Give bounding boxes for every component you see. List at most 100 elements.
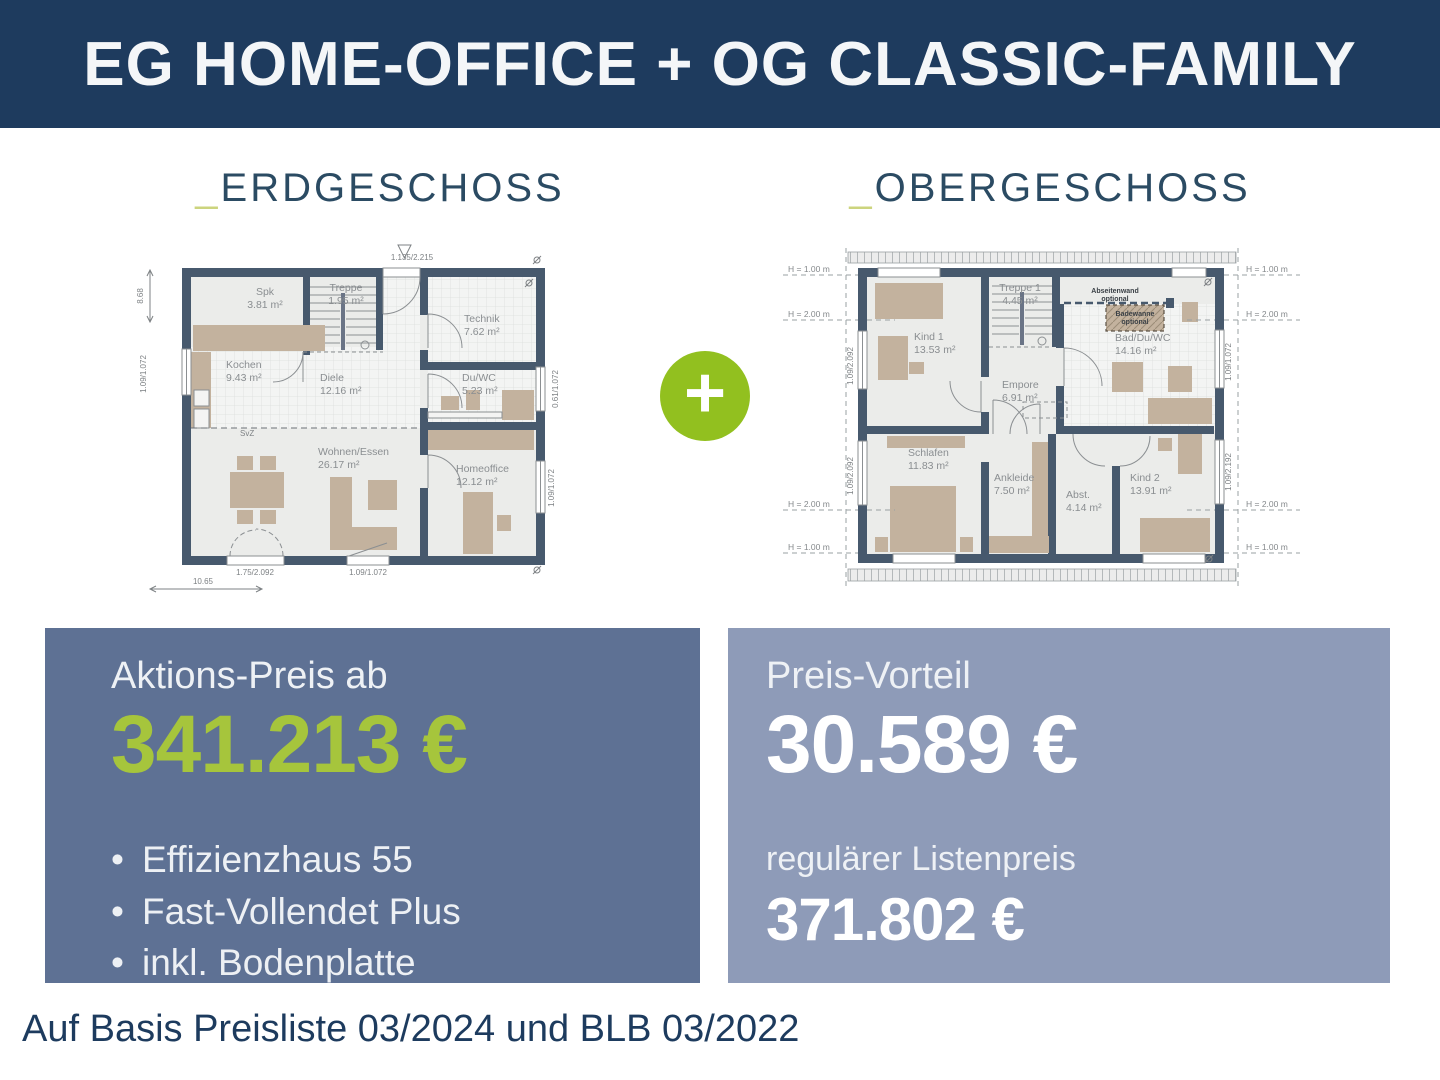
eg-appliances bbox=[193, 389, 503, 429]
eg-heading-underscore: _ bbox=[195, 166, 221, 210]
eg-wc bbox=[441, 396, 459, 410]
og-schlafen-wardrobe bbox=[887, 436, 965, 448]
og-treppe1-area: 4.45 m² bbox=[1002, 295, 1038, 307]
og-abst-area: 4.14 m² bbox=[1066, 502, 1102, 514]
og-room-label-schlafen: Schlafen 11.83 m² bbox=[908, 447, 949, 472]
eg-tiles-kitchen-hall bbox=[191, 347, 420, 428]
eg-entry-door bbox=[382, 276, 421, 315]
price-basis-note: Auf Basis Preisliste 03/2024 und BLB 03/… bbox=[22, 1008, 800, 1050]
og-hlabel-left-4: H = 1.00 m bbox=[788, 542, 830, 552]
eg-room-label-homeoffice: Homeoffice 12.12 m² bbox=[456, 463, 509, 488]
eg-diele-name: Diele bbox=[320, 372, 344, 384]
eg-understair-door bbox=[272, 351, 304, 383]
header-banner: EG HOME-OFFICE + OG CLASSIC-FAMILY bbox=[0, 0, 1440, 128]
og-window-bottom-left bbox=[892, 553, 956, 564]
eg-room-label-spk: Spk 3.81 m² bbox=[247, 286, 283, 311]
eg-dim-window-kitchen: 1.09/1.072 bbox=[139, 355, 148, 393]
og-bad-door bbox=[1063, 347, 1103, 387]
action-price-value: 341.213 € bbox=[111, 698, 468, 790]
og-kind1-desk bbox=[878, 336, 908, 380]
og-kind1-area: 13.53 m² bbox=[914, 344, 956, 356]
eg-chair bbox=[260, 510, 276, 524]
advantage-price-value: 30.589 € bbox=[766, 698, 1078, 790]
eg-technik-name: Technik bbox=[464, 313, 500, 325]
og-ankleide-door bbox=[1009, 403, 1041, 435]
og-abseitenwand-line2: optional bbox=[1101, 296, 1128, 303]
eg-staircase bbox=[303, 286, 383, 353]
plus-icon: + bbox=[660, 351, 750, 441]
og-kind2-bed bbox=[1140, 518, 1210, 552]
eg-sink bbox=[466, 390, 480, 410]
eg-spk-area: 3.81 m² bbox=[247, 299, 283, 311]
eg-treppe-area: 1.95 m² bbox=[328, 295, 364, 307]
og-room-label-bad: Bad/Du/WC 14.16 m² bbox=[1115, 332, 1171, 357]
eg-tiles-entry bbox=[383, 277, 420, 428]
eg-terrace-threshold2 bbox=[346, 555, 390, 566]
og-roof-band-top bbox=[847, 251, 1237, 264]
eg-room-label-kochen: Kochen 9.43 m² bbox=[226, 359, 262, 384]
og-window-top-left bbox=[877, 267, 941, 278]
erdgeschoss-floorplan: Spk 3.81 m² Treppe 1.95 m² Technik 7.62 m² … bbox=[136, 244, 560, 593]
og-window-bottom-right bbox=[1142, 553, 1206, 564]
eg-dim-entry-door: 1.135/2.215 bbox=[391, 253, 434, 262]
og-room-label-abst: Abst. 4.14 m² bbox=[1066, 489, 1102, 514]
og-schlafen-name: Schlafen bbox=[908, 447, 949, 459]
og-dim-window-right-top: 1.09/1.072 bbox=[1224, 343, 1233, 381]
list-price-value: 371.802 € bbox=[766, 885, 1025, 953]
eg-room-label-technik: Technik 7.62 m² bbox=[464, 313, 500, 338]
eg-dim-door-terrace-center: 1.09/1.072 bbox=[349, 568, 387, 577]
eg-entry-threshold bbox=[382, 267, 421, 278]
eg-homeoffice-area: 12.12 m² bbox=[456, 476, 498, 488]
og-room-label-kind2: Kind 2 13.91 m² bbox=[1130, 472, 1172, 497]
og-bad-shower bbox=[1112, 362, 1143, 392]
og-window-top-right bbox=[1171, 267, 1207, 278]
og-abseitenwand-label: Abseitenwand optional bbox=[1091, 288, 1138, 303]
og-hlabel-right-2: H = 2.00 m bbox=[1246, 309, 1288, 319]
og-kind2-area: 13.91 m² bbox=[1130, 485, 1172, 497]
og-heading-underscore: _ bbox=[849, 166, 875, 210]
og-roof-band-bottom bbox=[847, 568, 1237, 582]
eg-room-label-treppe: Treppe 1.95 m² bbox=[328, 282, 364, 307]
eg-room-label-duwc: Du/WC 5.23 m² bbox=[462, 372, 498, 397]
og-ankleide-wardrobe bbox=[1032, 442, 1048, 536]
eg-duwc-area: 5.23 m² bbox=[462, 385, 498, 397]
og-hlabel-left-2: H = 2.00 m bbox=[788, 309, 830, 319]
og-furniture bbox=[875, 283, 1212, 553]
og-bad-area: 14.16 m² bbox=[1115, 345, 1157, 357]
og-room-labels: Kind 1 13.53 m² Treppe 1 4.45 m² Bad/Du/WC… bbox=[908, 282, 1172, 514]
eg-dimension-labels: 8.68 1.09/1.072 1.135/2.215 0.61/1.072 1… bbox=[136, 253, 560, 586]
og-ankleide-name: Ankleide bbox=[994, 472, 1034, 484]
og-room-label-treppe1: Treppe 1 4.45 m² bbox=[999, 282, 1041, 307]
action-feature-list: Effizienzhaus 55 Fast-Vollendet Plus ink… bbox=[111, 834, 700, 989]
og-kind1-bed bbox=[875, 283, 943, 319]
plus-symbol: + bbox=[683, 353, 727, 433]
og-height-labels: H = 1.00 m H = 2.00 m H = 2.00 m H = 1.0… bbox=[788, 264, 1288, 552]
obergeschoss-heading: _OBERGESCHOSS bbox=[810, 166, 1290, 211]
eg-terrace-threshold bbox=[226, 555, 285, 566]
eg-kochen-name: Kochen bbox=[226, 359, 262, 371]
eg-dim-door-terrace-left: 1.75/2.092 bbox=[236, 568, 274, 577]
eg-room-label-diele: Diele 12.16 m² bbox=[320, 372, 362, 397]
eg-chair bbox=[260, 456, 276, 470]
og-windows bbox=[857, 267, 1225, 564]
eg-homeoffice-name: Homeoffice bbox=[456, 463, 509, 475]
eg-dimensions bbox=[146, 244, 542, 593]
eg-dim-total-width: 10.65 bbox=[193, 577, 214, 586]
eg-dim-window-homeoffice: 1.09/1.072 bbox=[547, 469, 556, 507]
og-badewanne-optional bbox=[1105, 304, 1165, 332]
og-hlabel-left-3: H = 2.00 m bbox=[788, 499, 830, 509]
eg-stair-newel bbox=[360, 340, 370, 350]
eg-spk-name: Spk bbox=[256, 286, 275, 298]
eg-spk-shelf bbox=[193, 325, 325, 351]
feature-item: Fast-Vollendet Plus bbox=[111, 886, 700, 938]
og-nightstand bbox=[875, 537, 888, 552]
eg-heading-text: ERDGESCHOSS bbox=[220, 166, 565, 210]
eg-inner-walls bbox=[303, 277, 536, 556]
og-dim-window-right-bottom: 1.09/2.192 bbox=[1224, 453, 1233, 491]
eg-chair bbox=[237, 510, 253, 524]
eg-desk bbox=[463, 492, 493, 554]
og-hlabel-right-3: H = 2.00 m bbox=[1246, 499, 1288, 509]
action-price-box: Aktions-Preis ab 341.213 € Effizienzhaus… bbox=[45, 628, 700, 983]
og-kind2-chair bbox=[1158, 438, 1172, 451]
og-schlafen-bed bbox=[890, 486, 956, 552]
